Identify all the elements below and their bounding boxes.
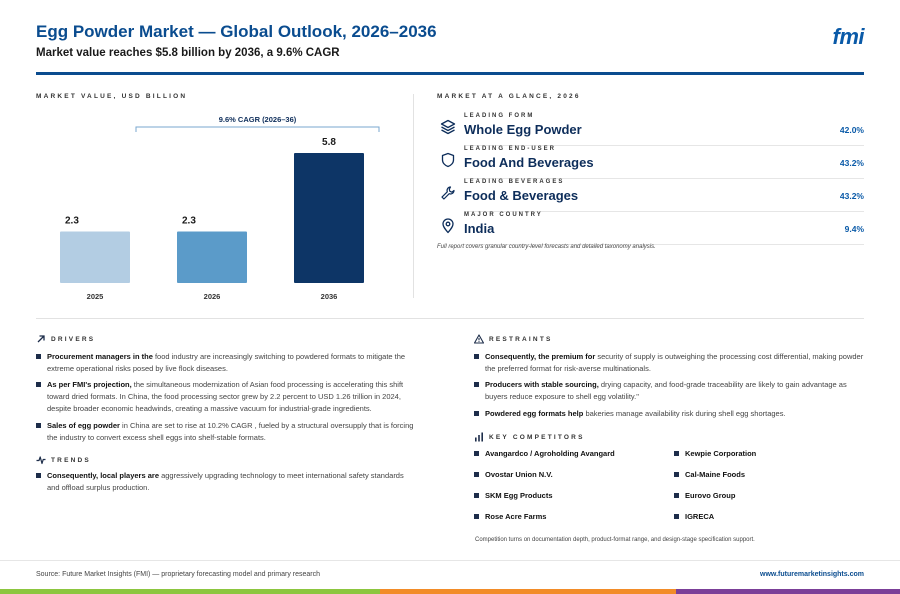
competitor-name: IGRECA — [685, 512, 715, 521]
cagr-bracket — [135, 126, 380, 132]
glance-caption: LEADING BEVERAGES — [464, 179, 565, 185]
restraint-text: bakeries manage availability risk during… — [583, 409, 786, 418]
bar-2026 — [177, 231, 247, 283]
page-subtitle: Market value reaches $5.8 billion by 203… — [36, 47, 340, 59]
glance-row-rule — [464, 211, 864, 212]
glance-share: 43.2% — [839, 158, 864, 168]
chart-section-label: MARKET VALUE, USD BILLION — [36, 93, 188, 100]
stripe-green — [0, 589, 380, 594]
header-rule — [36, 72, 864, 75]
competitor-name: SKM Egg Products — [485, 491, 553, 500]
restraint-text: drying capacity, and food-grade traceabi… — [485, 380, 847, 401]
glance-row-rule — [464, 244, 864, 245]
competitor-name: Eurovo Group — [685, 491, 736, 500]
bullet-square — [474, 382, 479, 387]
trend-text: aggressively upgrading technology to mee… — [47, 471, 404, 492]
bullet-square — [36, 354, 41, 359]
bullet-square — [474, 451, 479, 456]
glance-row-country: MAJOR COUNTRY India 9.4% — [437, 212, 864, 245]
page-title: Egg Powder Market — Global Outlook, 2026… — [36, 22, 437, 41]
competitors-note: Competition turns on documentation depth… — [475, 537, 755, 543]
market-value-bar-chart: 2.3 2025 2.3 2026 5.8 2036 9.6% CAGR (2026–36) — [60, 115, 380, 300]
bar-value-label: 2.3 — [65, 215, 79, 226]
glance-value: Food & Beverages — [464, 188, 579, 203]
glance-row-beverages: LEADING BEVERAGES Food & Beverages 43.2% — [437, 179, 864, 212]
drivers-label: DRIVERS — [51, 336, 96, 343]
footer-rule — [0, 560, 900, 561]
bar-chart-icon — [475, 432, 483, 442]
bar-value-label: 5.8 — [322, 137, 336, 148]
map-pin-icon — [442, 218, 454, 234]
fmi-logo[interactable]: fmi — [832, 24, 865, 49]
footer-source: Source: Future Market Insights (FMI) — p… — [36, 571, 320, 578]
wrench-icon — [441, 186, 455, 200]
glance-caption: MAJOR COUNTRY — [464, 212, 543, 218]
bullet-square — [674, 451, 679, 456]
bullet-square — [474, 354, 479, 359]
glance-value: India — [464, 221, 495, 236]
layers-icon — [440, 119, 456, 135]
restraint-lead: Producers with stable sourcing, — [485, 380, 599, 389]
glance-caption: LEADING END-USER — [464, 146, 557, 152]
competitor-name: Avangardco / Agroholding Avangard — [485, 449, 615, 458]
glance-caption: LEADING FORM — [464, 113, 535, 119]
glance-share: 42.0% — [839, 125, 864, 135]
competitor-name: Rose Acre Farms — [485, 512, 547, 521]
cagr-annotation: 9.6% CAGR (2026–36) — [219, 115, 297, 124]
trend-lead: Consequently, local players are — [47, 471, 159, 480]
driver-text: food industry are increasingly switching… — [47, 352, 406, 373]
driver-text: the simultaneous modernization of Asian … — [47, 380, 404, 413]
glance-row-rule — [464, 145, 864, 146]
glance-share: 43.2% — [839, 191, 864, 201]
bullet-square — [474, 514, 479, 519]
bullet-square — [36, 473, 41, 478]
warning-icon — [474, 334, 484, 344]
bar-2036 — [294, 153, 364, 283]
competitor-name: Cal-Maine Foods — [685, 470, 746, 479]
competitor-name: Ovostar Union N.V. — [485, 470, 553, 479]
glance-row-end-user: LEADING END-USER Food And Beverages 43.2… — [437, 146, 864, 179]
competitors-label: KEY COMPETITORS — [489, 434, 585, 441]
driver-lead: Procurement managers in the — [47, 352, 153, 361]
bar-2025 — [60, 231, 130, 283]
glance-share: 9.4% — [844, 224, 864, 234]
driver-lead: As per FMI's projection, — [47, 380, 132, 389]
restraint-lead: Powdered egg formats help — [485, 409, 584, 418]
shield-icon — [441, 152, 455, 168]
bullet-square — [674, 493, 679, 498]
driver-lead: Sales of egg powder — [47, 421, 120, 430]
stripe-purple — [676, 589, 900, 594]
bullet-square — [36, 382, 41, 387]
glance-section-label: MARKET AT A GLANCE, 2026 — [437, 93, 581, 100]
bullet-square — [474, 493, 479, 498]
trends-label: TRENDS — [51, 457, 91, 464]
bullet-square — [474, 472, 479, 477]
bullet-square — [36, 423, 41, 428]
section-divider-vertical — [413, 94, 414, 298]
bullet-square — [674, 472, 679, 477]
glance-row-rule — [464, 178, 864, 179]
competitor-name: Kewpie Corporation — [685, 449, 757, 458]
driver-text: in China are set to rise at 10.2% CAGR ,… — [47, 421, 414, 442]
arrow-up-right-icon — [37, 335, 45, 343]
category-tick-label: 2025 — [87, 292, 104, 300]
bullet-square — [674, 514, 679, 519]
trend-pulse-icon — [36, 456, 46, 465]
category-tick-label: 2036 — [321, 292, 338, 300]
stripe-orange — [380, 589, 676, 594]
section-divider-horizontal — [36, 318, 864, 319]
glance-row-form: LEADING FORM Whole Egg Powder 42.0% — [437, 113, 864, 146]
bullet-square — [474, 411, 479, 416]
category-tick-label: 2026 — [204, 292, 221, 300]
bar-value-label: 2.3 — [182, 215, 196, 226]
restraint-lead: Consequently, the premium for — [485, 352, 596, 361]
glance-value: Food And Beverages — [464, 155, 594, 170]
glance-note: Full report covers granular country-leve… — [437, 244, 656, 250]
restraints-label: RESTRAINTS — [489, 336, 553, 343]
restraint-text: security of supply is outweighing the pr… — [485, 352, 864, 373]
glance-value: Whole Egg Powder — [464, 122, 582, 137]
footer-website-link[interactable]: www.futuremarketinsights.com — [760, 571, 864, 578]
